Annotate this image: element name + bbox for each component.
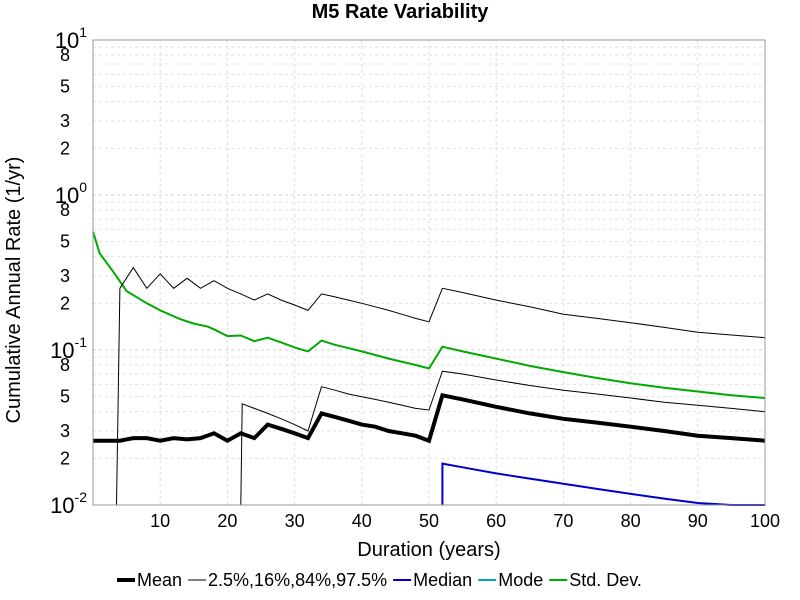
- y-minor-tick-label: 5: [60, 387, 70, 407]
- y-decade-label: 100: [55, 179, 87, 208]
- x-tick-label: 100: [750, 511, 780, 531]
- y-tick-labels: 101 100 10-1 10-2 8 5 3 2 8 5 3 2 8 5 3 2: [50, 24, 87, 518]
- x-tick-label: 50: [419, 511, 439, 531]
- x-tick-label: 90: [688, 511, 708, 531]
- x-tick-label: 80: [621, 511, 641, 531]
- series-layer: [92, 231, 766, 506]
- y-axis-label: Cumulative Annual Rate (1/yr): [3, 157, 25, 424]
- y-decade-label: 10-1: [50, 334, 87, 363]
- y-minor-tick-label: 8: [60, 200, 70, 220]
- y-minor-tick-label: 5: [60, 77, 70, 97]
- y-minor-tick-label: 2: [60, 448, 70, 468]
- legend-label: Std. Dev.: [569, 570, 642, 590]
- legend-label: Median: [413, 570, 472, 590]
- series-mean: [93, 392, 766, 444]
- series-std-dev: [92, 231, 766, 399]
- y-minor-tick-label: 2: [60, 138, 70, 158]
- x-tick-label: 30: [285, 511, 305, 531]
- chart-title: M5 Rate Variability: [312, 1, 490, 23]
- x-tick-label: 40: [352, 511, 372, 531]
- legend-label: Mode: [498, 570, 543, 590]
- y-minor-tick-label: 3: [60, 421, 70, 441]
- y-minor-tick-label: 3: [60, 111, 70, 131]
- x-tick-label: 70: [553, 511, 573, 531]
- x-axis-label: Duration (years): [357, 539, 500, 561]
- legend: Mean 2.5%,16%,84%,97.5% Median Mode Std. Dev…: [117, 570, 642, 590]
- legend-label: Mean: [137, 570, 182, 590]
- y-decade-label: 10-2: [50, 489, 87, 518]
- series-median: [441, 462, 765, 506]
- y-minor-tick-label: 8: [60, 355, 70, 375]
- series-percentile: [116, 266, 766, 506]
- y-minor-tick-label: 8: [60, 45, 70, 65]
- grid-lines: [93, 39, 766, 506]
- x-tick-label: 20: [217, 511, 237, 531]
- y-minor-tick-label: 3: [60, 266, 70, 286]
- x-tick-label: 60: [486, 511, 506, 531]
- series-percentile: [240, 370, 766, 506]
- legend-label: 2.5%,16%,84%,97.5%: [208, 570, 387, 590]
- y-minor-tick-label: 2: [60, 293, 70, 313]
- x-tick-labels: 10 20 30 40 50 60 70 80 90 100: [150, 511, 780, 531]
- x-tick-label: 10: [150, 511, 170, 531]
- plot-frame: [92, 39, 766, 506]
- y-minor-tick-label: 5: [60, 232, 70, 252]
- y-decade-label: 101: [55, 24, 87, 53]
